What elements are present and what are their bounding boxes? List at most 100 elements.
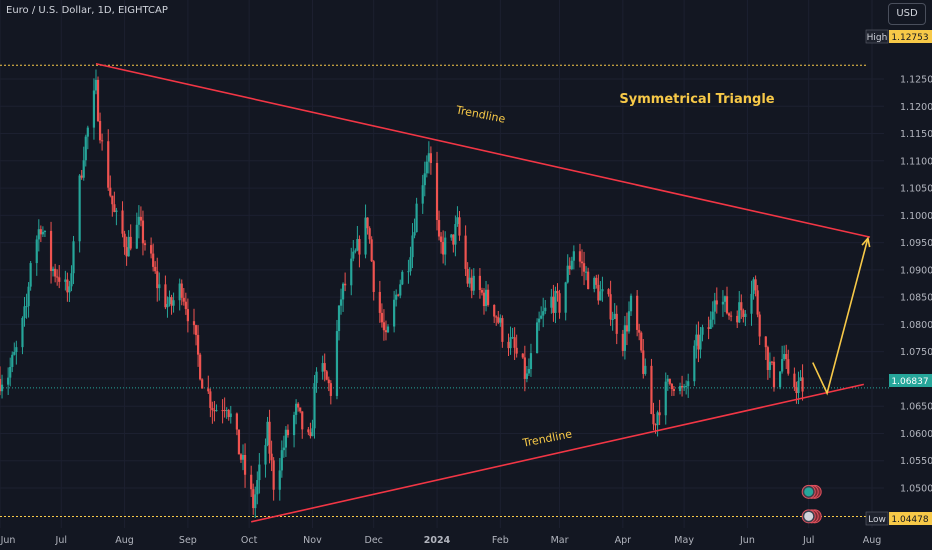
- candle-up: [266, 421, 269, 446]
- event-marker-icon: [804, 487, 814, 497]
- candle-down: [139, 216, 143, 221]
- candle-down: [152, 253, 155, 267]
- candle-up: [542, 311, 545, 316]
- candle-up: [72, 241, 75, 274]
- trendlines: [95, 62, 871, 524]
- price-axis[interactable]: 1.050001.055001.060001.065001.070001.075…: [900, 75, 932, 495]
- candle-up: [15, 347, 18, 353]
- candle-up: [70, 273, 73, 287]
- candle-down: [729, 315, 733, 317]
- flag-marker-icon: [804, 511, 814, 521]
- candle-down: [368, 228, 371, 240]
- candle-down: [194, 325, 198, 335]
- candle-up: [713, 300, 716, 312]
- candle-up: [799, 377, 802, 381]
- candle-down: [556, 290, 559, 294]
- candle-down: [638, 329, 641, 333]
- candle-up: [593, 277, 596, 290]
- candle-up: [711, 311, 714, 320]
- candle-up: [335, 331, 339, 396]
- candle-down: [793, 373, 796, 388]
- candle-up: [315, 371, 318, 384]
- candle-down: [697, 334, 700, 350]
- candle-down: [785, 354, 788, 360]
- candle-down: [523, 357, 526, 379]
- candle-down: [652, 413, 655, 425]
- candle-up: [427, 153, 430, 162]
- candle-down: [580, 261, 584, 264]
- candle-down: [307, 429, 310, 433]
- candle-up: [258, 464, 261, 481]
- y-tick-label: 1.09500: [900, 238, 932, 249]
- candle-down: [609, 294, 612, 320]
- candle-down: [370, 239, 373, 262]
- candle-up: [115, 210, 118, 212]
- candle-up: [29, 263, 32, 287]
- y-tick-label: 1.05000: [900, 484, 932, 495]
- candle-up: [386, 326, 390, 333]
- candles: [0, 69, 804, 518]
- candle-down: [98, 121, 102, 141]
- candle-down: [595, 277, 598, 285]
- candle-up: [781, 359, 784, 372]
- candle-down: [758, 314, 761, 337]
- candle-up: [750, 293, 753, 314]
- candle-down: [380, 312, 383, 323]
- candle-down: [507, 341, 510, 349]
- projection-arrow-head: [861, 236, 871, 248]
- candle-up: [313, 383, 316, 429]
- candle-down: [625, 325, 629, 332]
- candle-down: [109, 187, 112, 196]
- candle-up: [685, 385, 688, 387]
- candle-up: [566, 265, 569, 283]
- y-tick-label: 1.06500: [900, 402, 932, 413]
- candle-down: [243, 455, 247, 475]
- upper-trendline: [95, 62, 871, 238]
- candle-down: [707, 327, 710, 329]
- candle-down: [552, 296, 555, 313]
- candle-down: [435, 162, 439, 221]
- candle-up: [364, 217, 367, 255]
- candle-down: [154, 266, 157, 272]
- candle-down: [201, 379, 204, 389]
- y-tick-label: 1.09000: [900, 265, 932, 276]
- time-axis[interactable]: Jun Jul Aug Sep Oct Nov Dec 2024 Feb Mar Apr May Jun…: [0, 535, 881, 546]
- candle-down: [358, 238, 361, 255]
- candle-up: [9, 366, 12, 378]
- candle-down: [597, 284, 600, 301]
- candle-down: [429, 153, 432, 163]
- candle-down: [615, 313, 618, 334]
- candle-down: [478, 275, 482, 290]
- candle-down: [54, 268, 57, 277]
- candle-down: [515, 347, 518, 354]
- candle-up: [570, 260, 573, 270]
- candle-down: [578, 251, 582, 262]
- candle-up: [158, 284, 161, 289]
- candle-down: [96, 79, 100, 122]
- candle-up: [407, 271, 410, 273]
- candle-up: [599, 291, 602, 301]
- currency-button[interactable]: USD: [888, 3, 926, 25]
- candle-up: [68, 286, 71, 293]
- candle-up: [627, 311, 631, 332]
- candle-down: [250, 474, 253, 490]
- candle-up: [721, 301, 725, 305]
- candle-down: [725, 296, 729, 314]
- y-tick-label: 1.07500: [900, 347, 932, 358]
- candle-down: [787, 359, 790, 374]
- candle-up: [215, 410, 218, 412]
- candle-down: [384, 330, 388, 333]
- candle-up: [423, 173, 426, 186]
- x-tick-label: Jun: [739, 535, 755, 546]
- last-price-box: [889, 374, 932, 387]
- candle-up: [241, 455, 245, 460]
- candle-down: [470, 277, 473, 291]
- candle-up: [484, 289, 488, 307]
- x-tick-label: Jul: [55, 535, 67, 546]
- candle-down: [452, 234, 455, 245]
- y-tick-label: 1.10500: [900, 184, 932, 195]
- candle-down: [801, 377, 804, 392]
- projection-arrow: [812, 238, 869, 396]
- candle-down: [58, 277, 61, 282]
